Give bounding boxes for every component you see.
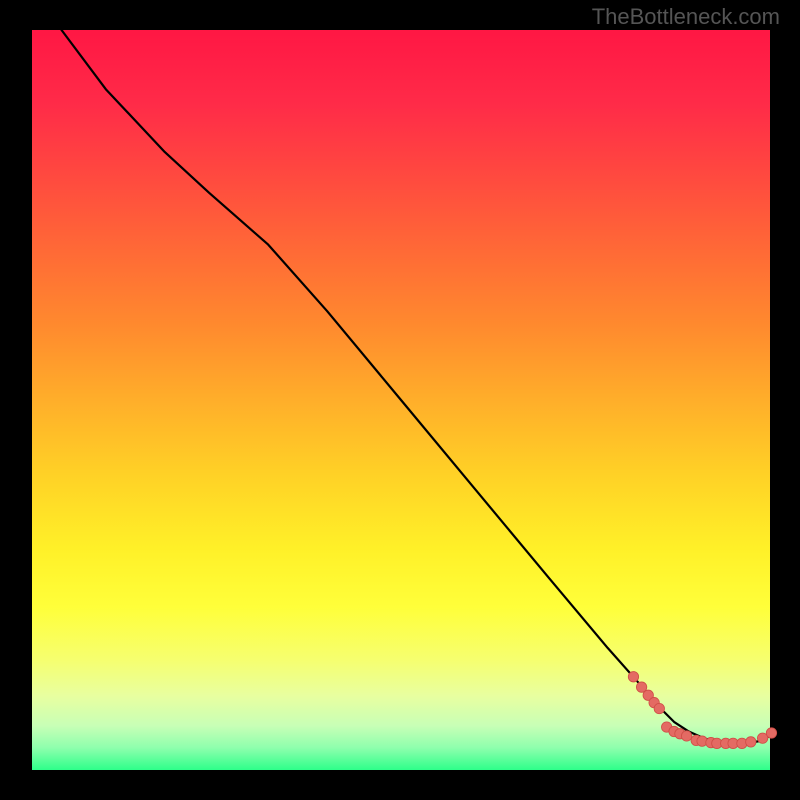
data-point: [746, 737, 756, 747]
data-point: [628, 672, 638, 682]
chart-container: TheBottleneck.com: [0, 0, 800, 800]
watermark-text: TheBottleneck.com: [592, 4, 780, 30]
bottleneck-curve-chart: [0, 0, 800, 800]
data-point: [681, 731, 691, 741]
data-point: [654, 703, 664, 713]
data-point: [766, 728, 776, 738]
